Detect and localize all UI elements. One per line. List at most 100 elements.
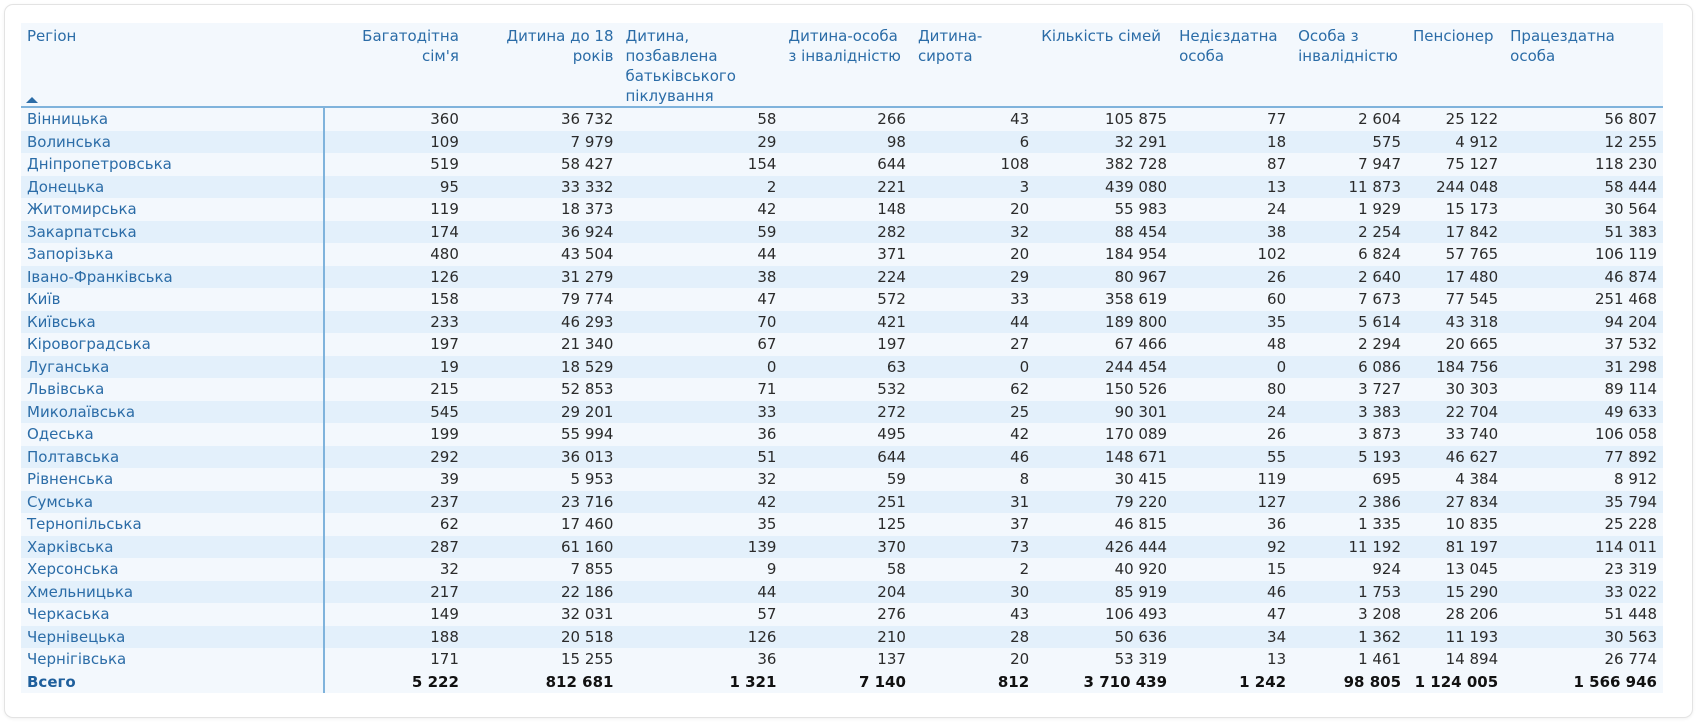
table-row[interactable]: Чернівецька 188 20 518 126 210 28 50 636 34 1 36… [21,625,1663,648]
region-cell: Тернопільська [21,513,325,536]
region-cell: Донецька [21,175,325,198]
region-cell: Чернівецька [21,625,325,648]
value-cell: 35 [1173,310,1293,333]
table-row[interactable]: Тернопільська 62 17 460 35 125 37 46 815 36 1 33… [21,513,1663,536]
table-row[interactable]: Миколаївська 545 29 201 33 272 25 90 301 24 3 38… [21,400,1663,423]
table-row[interactable]: Черкаська 149 32 031 57 276 43 106 493 47 3 208 2… [21,603,1663,626]
value-cell: 28 206 [1407,603,1505,626]
value-cell: 20 [911,648,1036,671]
value-cell: 1 753 [1292,580,1408,603]
column-header-child-without-care[interactable]: Дитина, позбавлена батьківського піклува… [619,23,783,108]
value-cell: 26 [1173,265,1293,288]
table-row[interactable]: Одеська 199 55 994 36 495 42 170 089 26 3 873 33 … [21,423,1663,446]
value-cell: 237 [323,490,465,513]
value-cell: 119 [1173,468,1293,491]
value-cell: 52 853 [464,378,620,401]
table-row[interactable]: Дніпропетровська 519 58 427 154 644 108 382 72… [21,153,1663,176]
total-value-cell: 5 222 [323,670,465,693]
value-cell: 34 [1173,625,1293,648]
column-header-person-disability[interactable]: Особа з інвалідністю [1292,23,1408,108]
table-row[interactable]: Луганська 19 18 529 0 63 0 244 454 0 6 086 184 75… [21,355,1663,378]
value-cell: 57 [619,603,783,626]
value-cell: 20 518 [464,625,620,648]
value-cell: 149 [323,603,465,626]
value-cell: 46 [1173,580,1293,603]
value-cell: 29 [911,265,1036,288]
value-cell: 244 454 [1035,355,1174,378]
column-header-incapacitated[interactable]: Недієздатна особа [1173,23,1293,108]
value-cell: 27 834 [1407,490,1505,513]
total-value-cell: 7 140 [782,670,912,693]
column-header-able-bodied[interactable]: Працездатна особа [1504,23,1663,108]
value-cell: 106 058 [1504,423,1663,446]
total-value-cell: 812 681 [464,670,620,693]
value-cell: 55 [1173,445,1293,468]
value-cell: 58 [619,107,783,131]
region-cell: Хмельницька [21,580,325,603]
value-cell: 371 [782,243,912,266]
column-header-families-count[interactable]: Кількість сімей [1035,23,1174,108]
value-cell: 7 673 [1292,288,1408,311]
table-row[interactable]: Сумська 237 23 716 42 251 31 79 220 127 2 386 27 … [21,490,1663,513]
value-cell: 31 298 [1504,355,1663,378]
column-header-child-disability[interactable]: Дитина-особа з інвалідністю [782,23,912,108]
value-cell: 30 563 [1504,625,1663,648]
value-cell: 358 619 [1035,288,1174,311]
column-header-child-under-18[interactable]: Дитина до 18 років [464,23,620,108]
table-row[interactable]: Запорізька 480 43 504 44 371 20 184 954 102 6 82… [21,243,1663,266]
table-row[interactable]: Вінницька 360 36 732 58 266 43 105 875 77 2 604 2… [21,107,1663,131]
value-cell: 184 954 [1035,243,1174,266]
table-row[interactable]: Закарпатська 174 36 924 59 282 32 88 454 38 2 25… [21,220,1663,243]
value-cell: 118 230 [1504,153,1663,176]
region-cell: Вінницька [21,107,325,131]
sort-ascending-icon[interactable] [26,97,38,103]
value-cell: 71 [619,378,783,401]
table-row[interactable]: Чернігівська 171 15 255 36 137 20 53 319 13 1 46… [21,648,1663,671]
value-cell: 27 [911,333,1036,356]
table-row[interactable]: Київська 233 46 293 70 421 44 189 800 35 5 614 43… [21,310,1663,333]
table-row[interactable]: Хмельницька 217 22 186 44 204 30 85 919 46 1 753… [21,580,1663,603]
value-cell: 426 444 [1035,535,1174,558]
value-cell: 19 [323,355,465,378]
value-cell: 85 919 [1035,580,1174,603]
table-row[interactable]: Полтавська 292 36 013 51 644 46 148 671 55 5 193… [21,445,1663,468]
table-row[interactable]: Рівненська 39 5 953 32 59 8 30 415 119 695 4 384 8… [21,468,1663,491]
value-cell: 43 [911,603,1036,626]
table-row[interactable]: Житомирська 119 18 373 42 148 20 55 983 24 1 929… [21,198,1663,221]
value-cell: 480 [323,243,465,266]
value-cell: 11 192 [1292,535,1408,558]
column-header-pensioner[interactable]: Пенсіонер [1407,23,1505,108]
table-row[interactable]: Львівська 215 52 853 71 532 62 150 526 80 3 727 3… [21,378,1663,401]
value-cell: 20 [911,243,1036,266]
value-cell: 98 [782,130,912,153]
value-cell: 382 728 [1035,153,1174,176]
value-cell: 61 160 [464,535,620,558]
value-cell: 73 [911,535,1036,558]
column-header-region[interactable]: Регіон [21,23,324,108]
value-cell: 59 [782,468,912,491]
value-cell: 32 [619,468,783,491]
value-cell: 24 [1173,198,1293,221]
value-cell: 174 [323,220,465,243]
table-row[interactable]: Івано-Франківська 126 31 279 38 224 29 80 967 2… [21,265,1663,288]
value-cell: 48 [1173,333,1293,356]
value-cell: 51 [619,445,783,468]
table-row[interactable]: Волинська 109 7 979 29 98 6 32 291 18 575 4 912 12… [21,130,1663,153]
value-cell: 47 [619,288,783,311]
value-cell: 644 [782,153,912,176]
value-cell: 53 319 [1035,648,1174,671]
value-cell: 87 [1173,153,1293,176]
column-header-large-family[interactable]: Багатодітна сім'я [323,23,465,108]
value-cell: 36 924 [464,220,620,243]
table-row[interactable]: Донецька 95 33 332 2 221 3 439 080 13 11 873 244 … [21,175,1663,198]
column-header-orphan[interactable]: Дитина-сирота [911,23,1036,108]
table-row[interactable]: Херсонська 32 7 855 9 58 2 40 920 15 924 13 045 23… [21,558,1663,581]
table-row[interactable]: Кіровоградська 197 21 340 67 197 27 67 466 48 2 … [21,333,1663,356]
value-cell: 30 [911,580,1036,603]
region-cell: Закарпатська [21,220,325,243]
value-cell: 188 [323,625,465,648]
table-row[interactable]: Харківська 287 61 160 139 370 73 426 444 92 11 1… [21,535,1663,558]
value-cell: 0 [911,355,1036,378]
table-row[interactable]: Київ 158 79 774 47 572 33 358 619 60 7 673 77 545… [21,288,1663,311]
value-cell: 6 [911,130,1036,153]
